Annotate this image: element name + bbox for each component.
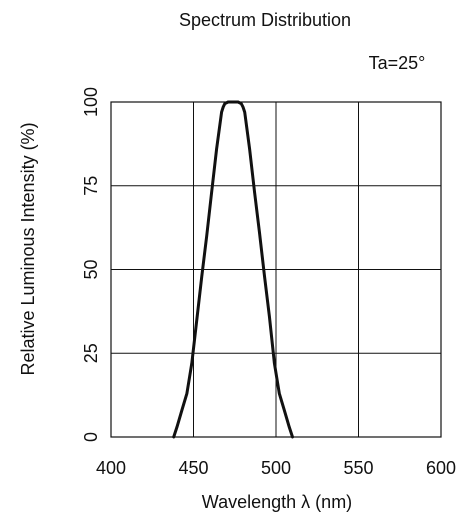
plot-frame bbox=[110, 101, 442, 438]
y-tick-label: 50 bbox=[81, 259, 101, 279]
curve-point bbox=[223, 102, 226, 105]
curve-point bbox=[205, 234, 208, 238]
curve-point bbox=[220, 110, 223, 114]
x-axis-label: Wavelength λ (nm) bbox=[202, 492, 352, 512]
curve-point bbox=[273, 362, 276, 365]
chart-title: Spectrum Distribution bbox=[179, 10, 351, 30]
y-tick-label: 25 bbox=[81, 343, 101, 363]
x-tick-label: 600 bbox=[426, 458, 456, 478]
curve-point bbox=[222, 105, 225, 109]
y-tick-label: 100 bbox=[81, 87, 101, 117]
curve-point bbox=[283, 409, 286, 412]
x-tick-label: 550 bbox=[343, 458, 373, 478]
y-tick-label: 0 bbox=[81, 432, 101, 442]
x-tick-label: 450 bbox=[178, 458, 208, 478]
curve-point bbox=[240, 102, 243, 105]
curve-point bbox=[268, 315, 271, 318]
curve-point bbox=[175, 425, 179, 429]
curve-point bbox=[263, 275, 266, 278]
curve-point bbox=[278, 392, 281, 395]
curve-point bbox=[258, 231, 261, 234]
y-axis-label: Relative Luminous Intensity (%) bbox=[18, 122, 38, 375]
temperature-annotation: Ta=25° bbox=[369, 53, 426, 73]
curve-point bbox=[288, 425, 291, 429]
curve-point bbox=[180, 409, 184, 412]
curve-point bbox=[248, 147, 251, 151]
x-tick-label: 400 bbox=[96, 458, 126, 478]
curve-point bbox=[241, 105, 245, 109]
curve-point bbox=[195, 318, 198, 321]
curve-point bbox=[215, 147, 218, 151]
y-tick-label: 75 bbox=[81, 176, 101, 196]
curve-point bbox=[185, 392, 189, 395]
curve-point bbox=[190, 362, 193, 365]
curve-point bbox=[243, 110, 246, 114]
grid-lines bbox=[111, 102, 441, 437]
curve-point bbox=[210, 191, 213, 194]
tick-labels: 400 450 500 550 600 0 25 50 75 100 bbox=[81, 87, 456, 478]
x-tick-label: 500 bbox=[261, 458, 291, 478]
curve-point bbox=[253, 191, 256, 194]
curve-point bbox=[200, 275, 203, 278]
